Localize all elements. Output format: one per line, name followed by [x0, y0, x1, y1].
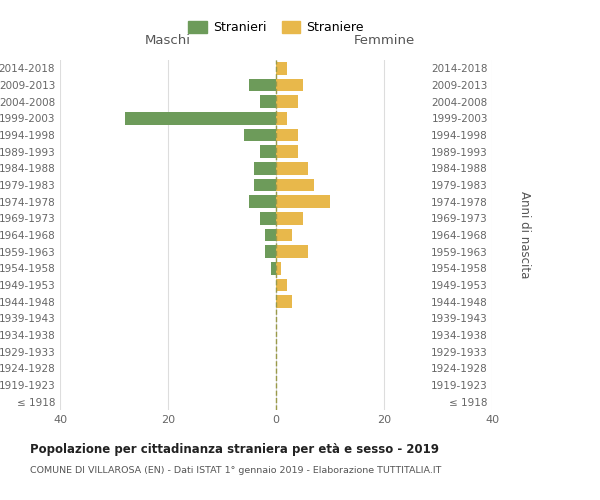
Bar: [260, 212, 276, 224]
Bar: [276, 246, 308, 258]
Bar: [244, 129, 276, 141]
Bar: [254, 179, 276, 192]
Text: Femmine: Femmine: [353, 34, 415, 46]
Bar: [276, 146, 298, 158]
Bar: [276, 162, 308, 174]
Bar: [276, 112, 287, 124]
Bar: [249, 196, 276, 208]
Text: COMUNE DI VILLAROSA (EN) - Dati ISTAT 1° gennaio 2019 - Elaborazione TUTTITALIA.: COMUNE DI VILLAROSA (EN) - Dati ISTAT 1°…: [30, 466, 442, 475]
Bar: [265, 246, 276, 258]
Bar: [276, 179, 314, 192]
Bar: [276, 296, 292, 308]
Bar: [276, 79, 303, 92]
Bar: [276, 229, 292, 241]
Bar: [254, 162, 276, 174]
Bar: [276, 279, 287, 291]
Bar: [276, 129, 298, 141]
Bar: [276, 96, 298, 108]
Bar: [276, 62, 287, 74]
Bar: [265, 229, 276, 241]
Bar: [271, 262, 276, 274]
Text: Popolazione per cittadinanza straniera per età e sesso - 2019: Popolazione per cittadinanza straniera p…: [30, 442, 439, 456]
Bar: [249, 79, 276, 92]
Bar: [276, 212, 303, 224]
Bar: [260, 146, 276, 158]
Text: Maschi: Maschi: [145, 34, 191, 46]
Bar: [276, 196, 330, 208]
Bar: [125, 112, 276, 124]
Legend: Stranieri, Straniere: Stranieri, Straniere: [183, 16, 369, 40]
Y-axis label: Anni di nascita: Anni di nascita: [518, 192, 532, 278]
Bar: [260, 96, 276, 108]
Bar: [276, 262, 281, 274]
